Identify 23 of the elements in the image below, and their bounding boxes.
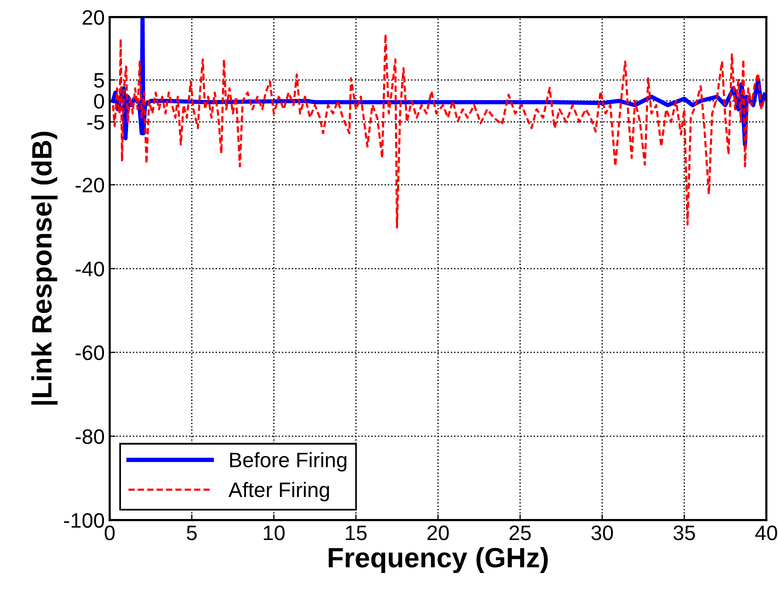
y-tick-label: -5 (87, 115, 104, 130)
x-tick-label: 10 (264, 526, 285, 540)
y-tick-label: -80 (76, 429, 104, 444)
y-axis-title: |Link Response| (dB) (31, 132, 58, 405)
x-tick-label: 15 (346, 526, 367, 540)
legend-label: Before Firing (230, 452, 346, 472)
x-tick-label: 40 (755, 526, 778, 540)
y-tick-label: -20 (76, 178, 104, 193)
x-tick-label: 25 (510, 526, 531, 540)
x-tick-label: 35 (673, 526, 695, 540)
y-tick-label: 5 (94, 73, 104, 88)
y-tick-label: -40 (76, 262, 104, 276)
x-tick-label: 5 (186, 526, 197, 540)
x-tick-label: 30 (591, 526, 613, 540)
y-tick-label: -60 (76, 345, 104, 360)
y-tick-label: 0 (94, 94, 104, 109)
x-axis-title: Frequency (GHz) (328, 547, 548, 574)
legend-label: After Firing (228, 482, 329, 502)
y-tick-label: 20 (82, 10, 104, 25)
line-series (112, 33, 766, 229)
x-tick-label: 0 (104, 526, 115, 540)
x-tick-label: 20 (427, 526, 449, 540)
y-tick-label: -100 (64, 513, 104, 528)
